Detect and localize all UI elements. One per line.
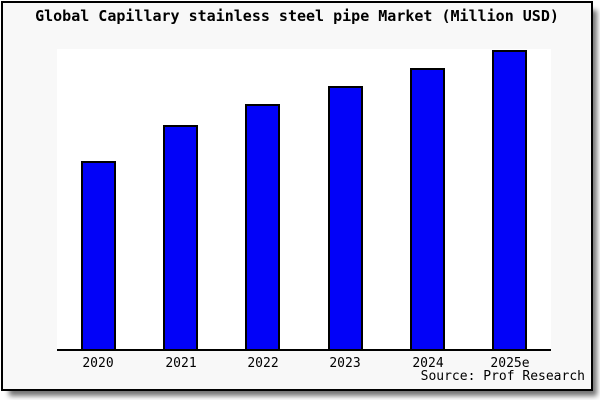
x-tick-2020: 2020 bbox=[82, 356, 114, 371]
source-credit: Source: Prof Research bbox=[420, 369, 585, 384]
plot-area bbox=[57, 49, 551, 351]
x-tick-2023: 2023 bbox=[329, 356, 361, 371]
x-tick-2024: 2024 bbox=[412, 356, 444, 371]
bar-2022 bbox=[245, 104, 280, 349]
bar-2020 bbox=[81, 161, 116, 349]
bar-2023 bbox=[328, 86, 363, 349]
bar-2021 bbox=[163, 125, 198, 349]
bar-2025e bbox=[492, 50, 527, 349]
x-tick-2025e: 2025e bbox=[490, 356, 530, 371]
chart-title: Global Capillary stainless steel pipe Ma… bbox=[35, 7, 559, 25]
x-tick-2021: 2021 bbox=[165, 356, 197, 371]
x-tick-2022: 2022 bbox=[247, 356, 279, 371]
chart-frame: Global Capillary stainless steel pipe Ma… bbox=[1, 1, 593, 391]
bar-2024 bbox=[410, 68, 445, 349]
